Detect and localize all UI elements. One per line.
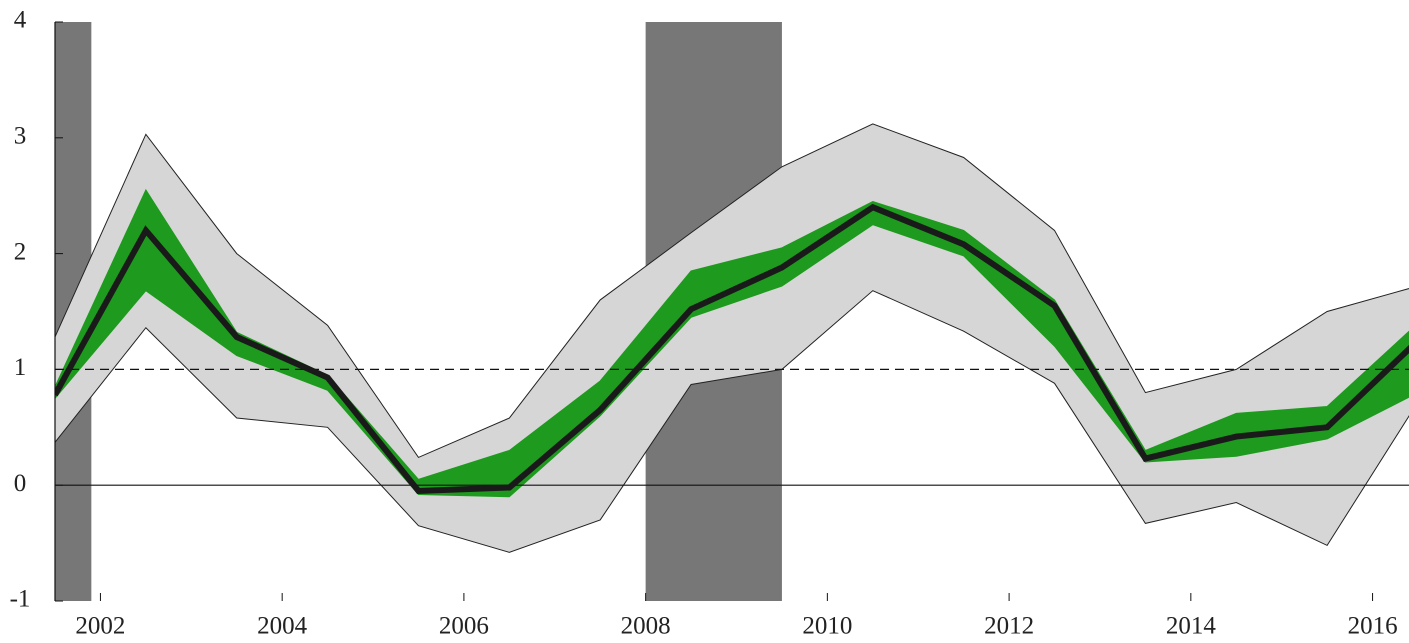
median-line [55,203,1409,495]
confidence-band [55,188,1409,498]
y-tick-label: 4 [14,7,27,34]
confidence-band [55,123,1409,553]
y-tick-label: 3 [14,123,27,150]
y-tick-label: 1 [14,354,27,381]
x-tick-label: 2014 [1166,613,1217,640]
x-tick-label: 2004 [257,613,308,640]
y-tick-label: 0 [14,470,27,497]
y-tick-label: -1 [10,586,31,613]
x-tick-label: 2008 [621,613,671,640]
x-tick-label: 2006 [439,613,489,640]
x-tick-label: 2010 [802,613,852,640]
x-tick-label: 2012 [984,613,1034,640]
x-tick-label: 2016 [1348,613,1398,640]
y-tick-label: 2 [14,238,27,265]
x-tick-label: 2002 [75,613,125,640]
plot-area [55,22,1409,601]
